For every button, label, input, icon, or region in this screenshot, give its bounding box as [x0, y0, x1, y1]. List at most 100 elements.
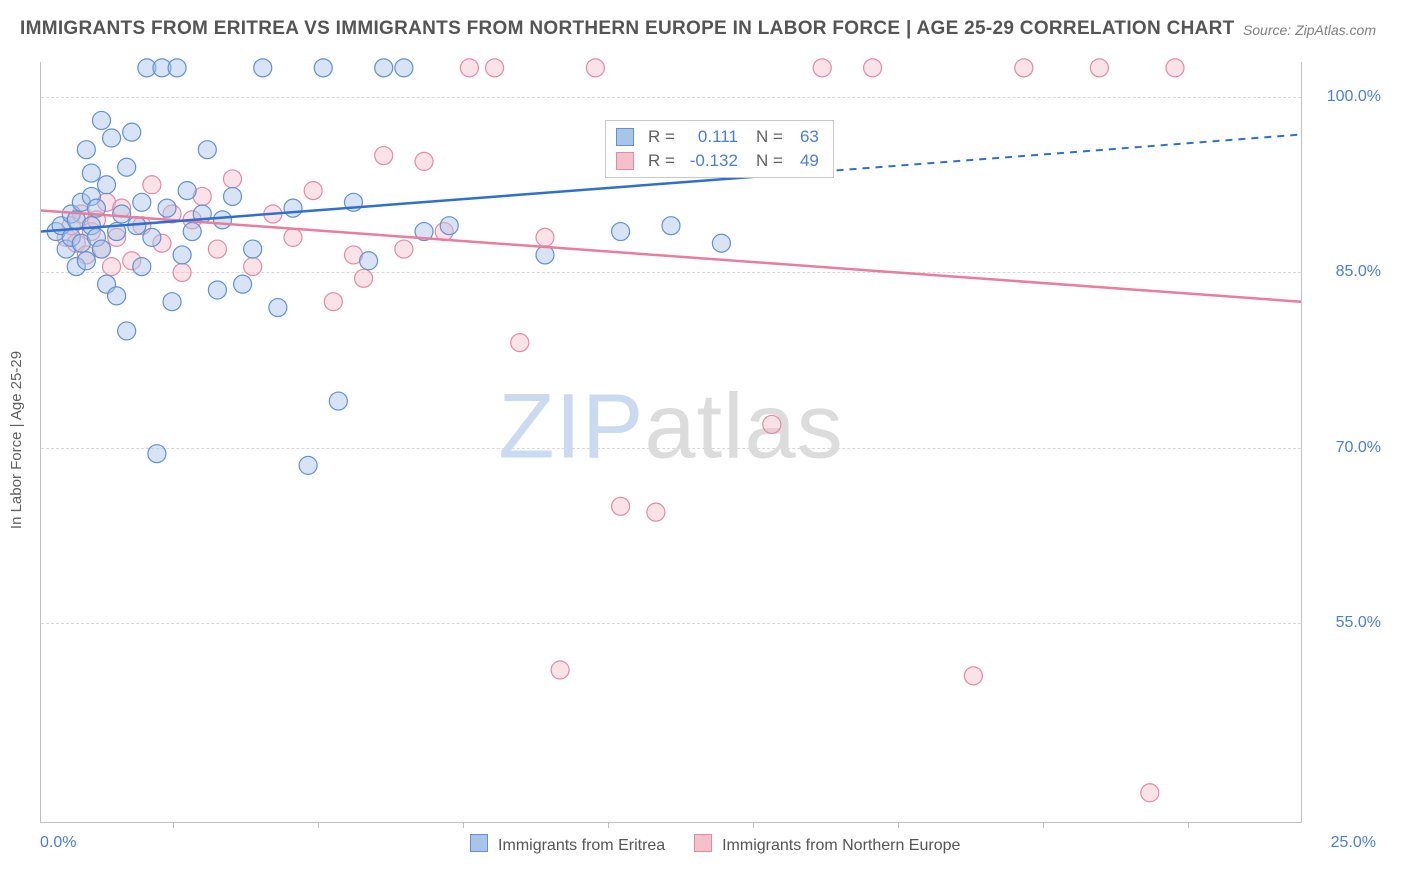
- scatter-point-blue: [183, 223, 201, 241]
- scatter-point-blue: [198, 141, 216, 159]
- stats-r-label-1: R =: [648, 125, 675, 149]
- scatter-point-blue: [360, 252, 378, 270]
- stats-swatch-blue: [616, 128, 634, 146]
- scatter-point-pink: [143, 176, 161, 194]
- scatter-point-blue: [133, 193, 151, 211]
- scatter-point-blue: [98, 176, 116, 194]
- legend-bottom: Immigrants from Eritrea Immigrants from …: [0, 834, 1406, 855]
- scatter-point-pink: [103, 258, 121, 276]
- x-tick: [1043, 822, 1044, 828]
- stats-n-label-1: N =: [756, 125, 783, 149]
- scatter-point-blue: [178, 182, 196, 200]
- scatter-point-blue: [213, 211, 231, 229]
- scatter-point-pink: [304, 182, 322, 200]
- source-label: Source: ZipAtlas.com: [1243, 22, 1376, 38]
- stats-r-value-2: -0.132: [683, 149, 738, 173]
- scatter-point-blue: [77, 252, 95, 270]
- y-tick-label: 55.0%: [1311, 614, 1381, 632]
- scatter-point-blue: [375, 59, 393, 77]
- scatter-point-pink: [511, 334, 529, 352]
- scatter-point-blue: [82, 164, 100, 182]
- y-tick-label: 85.0%: [1311, 263, 1381, 281]
- scatter-point-pink: [586, 59, 604, 77]
- scatter-point-blue: [234, 275, 252, 293]
- scatter-point-blue: [612, 223, 630, 241]
- scatter-point-blue: [92, 240, 110, 258]
- scatter-point-blue: [244, 240, 262, 258]
- scatter-point-blue: [143, 228, 161, 246]
- scatter-point-blue: [299, 456, 317, 474]
- x-tick: [898, 822, 899, 828]
- scatter-point-blue: [118, 322, 136, 340]
- scatter-point-blue: [440, 217, 458, 235]
- legend-swatch-blue: [470, 834, 488, 852]
- scatter-point-pink: [1015, 59, 1033, 77]
- y-tick-label: 100.0%: [1311, 88, 1381, 106]
- stats-row-1: R = 0.111 N = 63: [616, 125, 819, 149]
- scatter-point-pink: [355, 269, 373, 287]
- chart-title: IMMIGRANTS FROM ERITREA VS IMMIGRANTS FR…: [20, 18, 1235, 40]
- scatter-point-blue: [395, 59, 413, 77]
- stats-n-label-2: N =: [756, 149, 783, 173]
- x-tick: [318, 822, 319, 828]
- scatter-point-pink: [964, 667, 982, 685]
- legend-label-1: Immigrants from Eritrea: [498, 837, 665, 854]
- scatter-point-pink: [1166, 59, 1184, 77]
- scatter-point-pink: [864, 59, 882, 77]
- scatter-point-pink: [1090, 59, 1108, 77]
- scatter-point-blue: [148, 445, 166, 463]
- stats-r-label-2: R =: [648, 149, 675, 173]
- stats-box: R = 0.111 N = 63 R = -0.132 N = 49: [605, 120, 834, 178]
- stats-n-value-1: 63: [791, 125, 819, 149]
- y-axis-label: In Labor Force | Age 25-29: [8, 351, 25, 529]
- scatter-point-blue: [254, 59, 272, 77]
- scatter-point-pink: [536, 228, 554, 246]
- scatter-point-blue: [208, 281, 226, 299]
- scatter-point-pink: [375, 147, 393, 165]
- scatter-point-blue: [123, 123, 141, 141]
- plot-area: 100.0%85.0%70.0%55.0% ZIPatlas R = 0.111…: [40, 62, 1302, 823]
- scatter-point-blue: [92, 111, 110, 129]
- x-tick: [173, 822, 174, 828]
- scatter-point-pink: [460, 59, 478, 77]
- x-tick: [1188, 822, 1189, 828]
- scatter-point-pink: [612, 497, 630, 515]
- scatter-point-blue: [662, 217, 680, 235]
- legend-label-2: Immigrants from Northern Europe: [722, 837, 960, 854]
- scatter-point-pink: [486, 59, 504, 77]
- x-tick: [753, 822, 754, 828]
- x-tick: [608, 822, 609, 828]
- stats-n-value-2: 49: [791, 149, 819, 173]
- scatter-point-pink: [244, 258, 262, 276]
- scatter-point-blue: [77, 141, 95, 159]
- scatter-point-blue: [284, 199, 302, 217]
- scatter-point-pink: [1141, 784, 1159, 802]
- scatter-point-pink: [763, 415, 781, 433]
- scatter-point-pink: [208, 240, 226, 258]
- scatter-point-blue: [712, 234, 730, 252]
- x-tick: [463, 822, 464, 828]
- scatter-point-blue: [158, 199, 176, 217]
- scatter-point-blue: [329, 392, 347, 410]
- scatter-point-blue: [314, 59, 332, 77]
- scatter-point-blue: [163, 293, 181, 311]
- legend-swatch-pink: [694, 834, 712, 852]
- scatter-point-blue: [118, 158, 136, 176]
- scatter-point-pink: [415, 152, 433, 170]
- stats-swatch-pink: [616, 152, 634, 170]
- scatter-point-blue: [168, 59, 186, 77]
- scatter-point-blue: [173, 246, 191, 264]
- scatter-point-blue: [224, 187, 242, 205]
- scatter-point-pink: [395, 240, 413, 258]
- scatter-point-blue: [113, 205, 131, 223]
- scatter-point-pink: [551, 661, 569, 679]
- scatter-point-pink: [647, 503, 665, 521]
- scatter-point-blue: [269, 299, 287, 317]
- trend-line-blue-dashed: [772, 134, 1301, 175]
- scatter-point-blue: [108, 287, 126, 305]
- scatter-point-pink: [324, 293, 342, 311]
- scatter-point-pink: [224, 170, 242, 188]
- scatter-point-pink: [173, 263, 191, 281]
- y-tick-label: 70.0%: [1311, 439, 1381, 457]
- scatter-point-blue: [133, 258, 151, 276]
